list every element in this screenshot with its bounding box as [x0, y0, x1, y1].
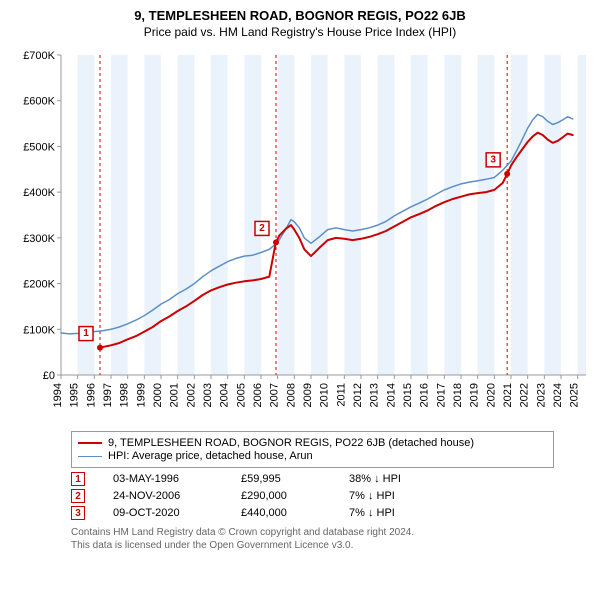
svg-text:2005: 2005	[235, 383, 247, 407]
annotation-row: 2 24-NOV-2006 £290,000 7% ↓ HPI	[71, 489, 554, 503]
annotation-price: £290,000	[241, 490, 321, 502]
annotation-table: 1 03-MAY-1996 £59,995 38% ↓ HPI 2 24-NOV-2006…	[71, 472, 554, 520]
svg-text:2015: 2015	[402, 383, 414, 407]
annotation-date: 24-NOV-2006	[113, 490, 213, 502]
legend-label: 9, TEMPLESHEEN ROAD, BOGNOR REGIS, PO22 …	[108, 437, 474, 449]
svg-text:1999: 1999	[135, 383, 147, 407]
svg-text:2009: 2009	[302, 383, 314, 407]
legend-swatch	[78, 456, 102, 457]
annotation-row: 1 03-MAY-1996 £59,995 38% ↓ HPI	[71, 472, 554, 486]
svg-text:1: 1	[83, 328, 89, 339]
svg-text:£200K: £200K	[23, 279, 55, 291]
price-chart: £0 £100K £200K £300K £400K £500K £600K £700K 199…	[6, 45, 594, 425]
svg-text:2004: 2004	[219, 383, 231, 407]
legend-row: 9, TEMPLESHEEN ROAD, BOGNOR REGIS, PO22 …	[78, 437, 547, 449]
annotation-price: £59,995	[241, 473, 321, 485]
svg-text:2025: 2025	[569, 383, 581, 407]
svg-text:1995: 1995	[69, 383, 81, 407]
chart-legend: 9, TEMPLESHEEN ROAD, BOGNOR REGIS, PO22 …	[71, 431, 554, 468]
svg-text:£400K: £400K	[23, 187, 55, 199]
svg-text:2023: 2023	[535, 383, 547, 407]
svg-text:2008: 2008	[285, 383, 297, 407]
svg-text:2017: 2017	[435, 383, 447, 407]
svg-text:2024: 2024	[552, 383, 564, 407]
legend-row: HPI: Average price, detached house, Arun	[78, 450, 547, 462]
svg-text:2007: 2007	[269, 383, 281, 407]
annotation-relation: 38% ↓ HPI	[349, 473, 439, 485]
svg-text:2019: 2019	[469, 383, 481, 407]
svg-text:2014: 2014	[385, 383, 397, 407]
chart-svg: £0 £100K £200K £300K £400K £500K £600K £700K 199…	[6, 45, 594, 425]
svg-text:£600K: £600K	[23, 96, 55, 108]
svg-text:2018: 2018	[452, 383, 464, 407]
page-title: 9, TEMPLESHEEN ROAD, BOGNOR REGIS, PO22 …	[6, 8, 594, 23]
annotation-price: £440,000	[241, 507, 321, 519]
annotation-marker: 3	[71, 506, 85, 520]
legend-label: HPI: Average price, detached house, Arun	[108, 450, 313, 462]
svg-text:£300K: £300K	[23, 233, 55, 245]
svg-text:2011: 2011	[335, 383, 347, 407]
legend-swatch	[78, 442, 102, 444]
svg-text:2002: 2002	[185, 383, 197, 407]
annotation-row: 3 09-OCT-2020 £440,000 7% ↓ HPI	[71, 506, 554, 520]
svg-text:2000: 2000	[152, 383, 164, 407]
svg-text:£0: £0	[43, 370, 55, 382]
svg-text:2012: 2012	[352, 383, 364, 407]
svg-text:£700K: £700K	[23, 50, 55, 62]
svg-text:2003: 2003	[202, 383, 214, 407]
svg-text:1996: 1996	[85, 383, 97, 407]
annotation-marker: 1	[71, 472, 85, 486]
svg-text:2001: 2001	[169, 383, 181, 407]
annotation-relation: 7% ↓ HPI	[349, 490, 439, 502]
svg-text:1997: 1997	[102, 383, 114, 407]
svg-text:2010: 2010	[319, 383, 331, 407]
footnote: Contains HM Land Registry data © Crown c…	[71, 526, 554, 552]
annotation-relation: 7% ↓ HPI	[349, 507, 439, 519]
svg-text:2006: 2006	[252, 383, 264, 407]
svg-text:1994: 1994	[52, 383, 64, 407]
page-subtitle: Price paid vs. HM Land Registry's House …	[6, 25, 594, 39]
svg-text:3: 3	[490, 154, 496, 165]
svg-text:1998: 1998	[119, 383, 131, 407]
annotation-date: 09-OCT-2020	[113, 507, 213, 519]
svg-text:2020: 2020	[485, 383, 497, 407]
svg-text:2013: 2013	[369, 383, 381, 407]
svg-text:2016: 2016	[419, 383, 431, 407]
annotation-date: 03-MAY-1996	[113, 473, 213, 485]
svg-text:£100K: £100K	[23, 324, 55, 336]
svg-text:£500K: £500K	[23, 141, 55, 153]
svg-text:2022: 2022	[519, 383, 531, 407]
svg-text:2: 2	[259, 223, 265, 234]
annotation-marker: 2	[71, 489, 85, 503]
footnote-line2: This data is licensed under the Open Gov…	[71, 539, 554, 552]
svg-text:2021: 2021	[502, 383, 514, 407]
footnote-line1: Contains HM Land Registry data © Crown c…	[71, 526, 554, 539]
